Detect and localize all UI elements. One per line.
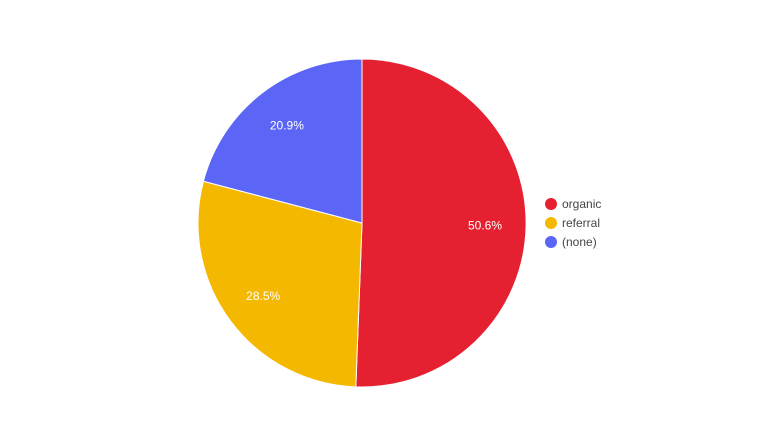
legend: organic referral (none) (545, 197, 601, 249)
legend-label[interactable]: (none) (562, 235, 597, 249)
legend-label[interactable]: organic (562, 197, 601, 211)
legend-marker-icon[interactable] (545, 236, 557, 248)
legend-label[interactable]: referral (562, 216, 600, 230)
pie-slice-label: 28.5% (246, 289, 280, 303)
pie-slice-label: 50.6% (468, 218, 502, 232)
pie-slices (197, 58, 527, 388)
pie-slice-label: 20.9% (270, 119, 304, 133)
pie-slice-labels: 50.6% 28.5% 20.9% (246, 119, 502, 304)
pie-slice-referral[interactable] (197, 180, 363, 388)
legend-marker-icon[interactable] (545, 198, 557, 210)
legend-marker-icon[interactable] (545, 217, 557, 229)
pie-slice-none[interactable] (202, 58, 363, 224)
pie-slice-organic[interactable] (355, 58, 527, 388)
